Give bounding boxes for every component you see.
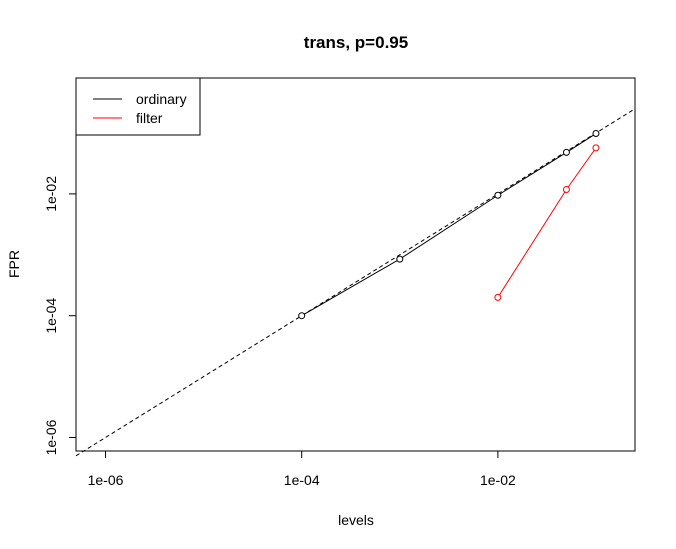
data-point-ordinary [298, 312, 306, 320]
x-tick-label: 1e-02 [480, 472, 516, 488]
y-tick-label: 1e-06 [43, 419, 59, 455]
y-tick-label: 1e-02 [43, 176, 59, 212]
data-point-filter [494, 293, 502, 301]
x-tick-label: 1e-04 [284, 472, 320, 488]
reference-line [75, 108, 636, 457]
y-axis-label: FPR [6, 250, 22, 278]
chart-title: trans, p=0.95 [304, 33, 408, 52]
data-point-ordinary [562, 148, 570, 156]
plot-area [75, 108, 636, 457]
x-axis: 1e-06 1e-04 1e-02 [88, 450, 516, 488]
y-tick-label: 1e-04 [43, 298, 59, 334]
legend-label-ordinary: ordinary [136, 91, 187, 107]
data-point-ordinary [592, 130, 600, 138]
x-tick-label: 1e-06 [88, 472, 124, 488]
legend-box [75, 77, 201, 136]
y-axis: 1e-06 1e-04 1e-02 [43, 176, 77, 455]
data-point-ordinary [396, 255, 404, 263]
legend-label-filter: filter [136, 110, 163, 126]
legend: ordinary filter [75, 77, 201, 136]
series-line-filter [497, 147, 597, 298]
data-point-ordinary [494, 191, 502, 199]
data-point-filter [592, 144, 600, 152]
data-point-filter [562, 186, 570, 194]
x-axis-label: levels [338, 512, 374, 528]
